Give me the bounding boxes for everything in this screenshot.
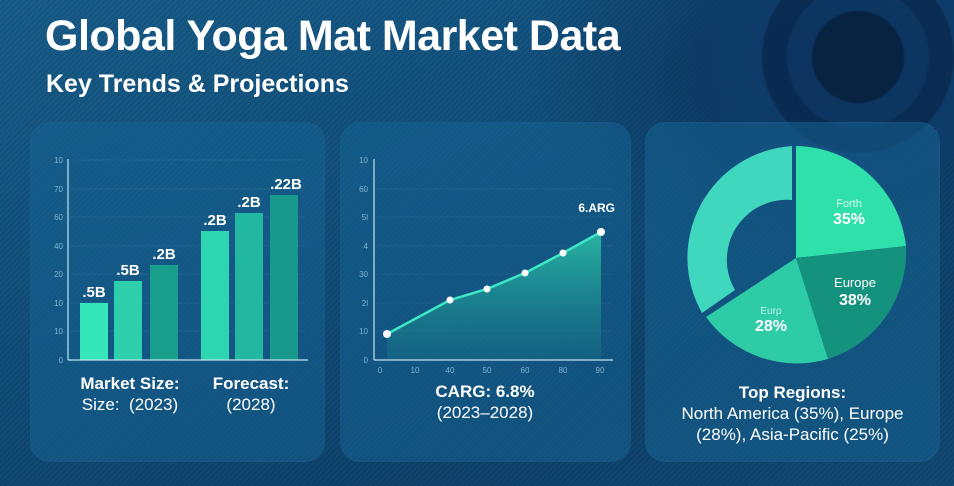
svg-text:.5B: .5B — [116, 262, 140, 279]
forecast-caption: Forecast: (2028) — [212, 374, 290, 414]
pie-slice-north — [796, 146, 906, 258]
svg-text:10: 10 — [54, 327, 63, 336]
svg-text:.5B: .5B — [82, 284, 106, 301]
svg-text:30: 30 — [359, 270, 368, 279]
cagr-caption: CARG: 6.8% (2023–2028) — [435, 382, 535, 422]
top-regions-caption: Top Regions: North America (35%), Europe(… — [681, 383, 904, 444]
svg-text:0: 0 — [59, 356, 64, 365]
svg-text:2l: 2l — [362, 299, 368, 308]
bar-2028-c — [270, 195, 298, 360]
svg-text:0: 0 — [378, 366, 383, 375]
svg-text:10: 10 — [359, 327, 368, 336]
pie-slice-europe — [796, 246, 907, 359]
svg-text:38%: 38% — [839, 292, 871, 309]
pie-labels: Forth 35% Europe 38% Eurρ 28% — [755, 198, 876, 335]
svg-text:.22B: .22B — [270, 176, 302, 193]
svg-text:Eurρ: Eurρ — [760, 306, 782, 317]
svg-text:20: 20 — [54, 270, 63, 279]
svg-text:10: 10 — [54, 156, 63, 165]
bar-chart-y-ticks: 10 70 60 40 20 10 10 0 — [54, 156, 63, 365]
svg-text:10: 10 — [359, 156, 368, 165]
svg-text:Europe: Europe — [834, 275, 876, 290]
bar-2023-a — [80, 303, 108, 360]
cagr-line — [386, 230, 602, 336]
line-markers — [383, 228, 605, 338]
svg-text:5l: 5l — [362, 213, 368, 222]
svg-text:10: 10 — [411, 366, 420, 375]
page-title: Global Yoga Mat Market Data — [45, 12, 621, 60]
svg-text:60: 60 — [521, 366, 530, 375]
svg-text:.2B: .2B — [152, 246, 176, 263]
pie-donut-ring — [687, 146, 792, 313]
bar-2023-b — [114, 281, 142, 360]
svg-text:Forth: Forth — [836, 198, 862, 210]
svg-text:40: 40 — [446, 366, 455, 375]
svg-text:10: 10 — [54, 299, 63, 308]
bar-2023-c — [150, 265, 178, 360]
svg-text:40: 40 — [54, 242, 63, 251]
svg-text:0: 0 — [364, 356, 369, 365]
line-area-fill — [387, 232, 601, 359]
bar-series — [80, 195, 298, 360]
market-size-caption: Market Size: Size: (2023) — [80, 374, 180, 414]
svg-text:35%: 35% — [833, 211, 865, 228]
bar-2028-b — [235, 213, 263, 360]
svg-text:50: 50 — [483, 366, 492, 375]
svg-text:90: 90 — [596, 366, 605, 375]
svg-text:.2B: .2B — [237, 194, 261, 211]
svg-text:70: 70 — [54, 185, 63, 194]
svg-text:4: 4 — [364, 242, 369, 251]
svg-text:60: 60 — [359, 185, 368, 194]
svg-text:80: 80 — [559, 366, 568, 375]
pie-slice-euro-small — [706, 258, 828, 364]
bar-2028-a — [201, 231, 229, 360]
line-chart-x-ticks: 0 10 40 50 60 80 90 — [378, 366, 605, 375]
svg-text:60: 60 — [54, 213, 63, 222]
bar-chart-grid — [70, 159, 305, 332]
page-subtitle: Key Trends & Projections — [46, 70, 349, 98]
line-end-annotation: 6.ARG — [578, 201, 615, 215]
bar-data-labels: .5B .5B .2B .2B .2B .22B — [82, 176, 302, 301]
line-chart-y-ticks: 10 60 5l 4 30 2l 10 0 — [359, 156, 368, 365]
svg-text:.2B: .2B — [203, 212, 227, 229]
svg-text:28%: 28% — [755, 318, 787, 335]
